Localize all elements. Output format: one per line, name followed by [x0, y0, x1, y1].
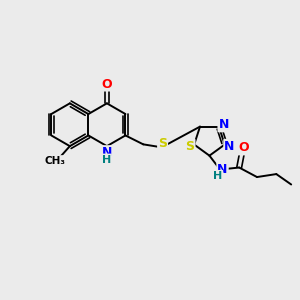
Text: N: N [224, 140, 235, 153]
Text: H: H [213, 171, 222, 181]
Text: S: S [158, 137, 167, 150]
Text: O: O [102, 77, 112, 91]
Text: N: N [218, 118, 229, 131]
Text: H: H [102, 154, 111, 164]
Text: N: N [102, 146, 112, 159]
Text: CH₃: CH₃ [44, 156, 65, 166]
Text: S: S [185, 140, 194, 153]
Text: O: O [238, 141, 249, 154]
Text: N: N [217, 163, 228, 176]
